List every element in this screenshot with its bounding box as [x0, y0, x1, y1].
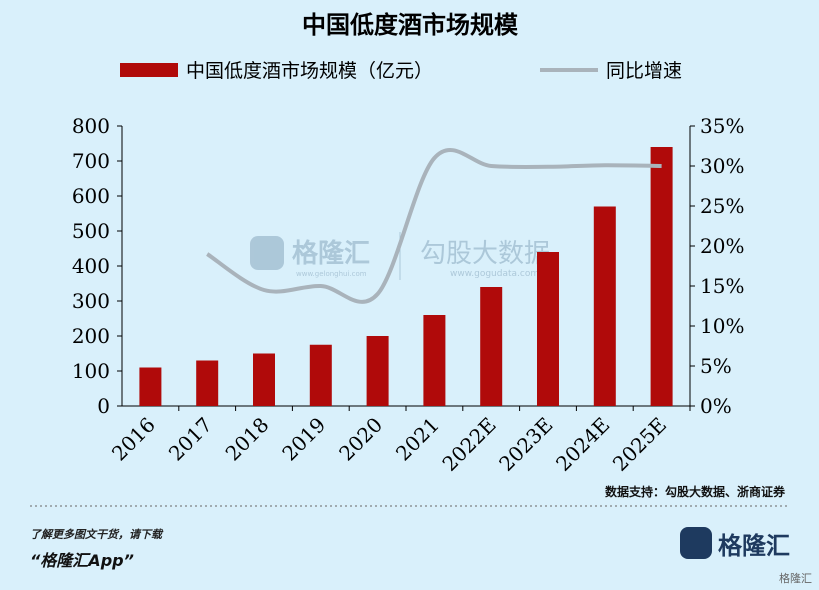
watermark-url: www.gelonghui.com — [296, 270, 367, 278]
bar — [139, 367, 162, 406]
y2-tick-label: 20% — [700, 234, 744, 258]
chart-title: 中国低度酒市场规模 — [302, 11, 519, 39]
y-tick-label: 700 — [72, 149, 110, 173]
bar — [423, 315, 446, 406]
y-tick-label: 800 — [72, 114, 110, 138]
bar — [196, 360, 219, 406]
y-tick-label: 200 — [72, 324, 110, 348]
bar — [537, 252, 559, 406]
legend-swatch — [120, 63, 178, 77]
y2-tick-label: 35% — [700, 114, 744, 138]
y-tick-label: 500 — [72, 219, 110, 243]
y2-tick-label: 5% — [700, 354, 732, 378]
bar — [309, 344, 332, 406]
bar — [650, 147, 673, 406]
y-tick-label: 600 — [72, 184, 110, 208]
bar — [253, 353, 275, 406]
y2-tick-label: 30% — [700, 154, 744, 178]
legend-label: 同比增速 — [606, 60, 682, 82]
watermark-brand: 格隆汇 — [292, 238, 370, 269]
watermark-partner: 勾股大数据 — [420, 239, 550, 269]
logo-icon — [680, 527, 712, 559]
y2-tick-label: 25% — [700, 194, 744, 218]
source: 数据支持：勾股大数据、浙商证券 — [605, 484, 786, 499]
watermark-partner-url: www.gogudata.com — [450, 269, 539, 279]
bar — [480, 287, 503, 406]
y2-tick-label: 0% — [700, 394, 732, 418]
y2-tick-label: 15% — [700, 274, 744, 298]
footer-line2: “格隆汇App” — [30, 551, 134, 570]
logo-text: 格隆汇 — [718, 532, 790, 560]
bar — [593, 206, 616, 406]
corner-mark: 格隆汇 — [779, 571, 812, 585]
y-tick-label: 300 — [72, 289, 110, 313]
y-tick-label: 400 — [72, 254, 110, 278]
line — [206, 148, 662, 304]
y-tick-label: 0 — [97, 394, 110, 418]
bar — [366, 336, 389, 406]
legend-label: 中国低度酒市场规模（亿元） — [186, 60, 433, 82]
y-tick-label: 100 — [72, 359, 110, 383]
watermark-logo — [250, 236, 284, 270]
footer-line1: 了解更多图文干货，请下载 — [30, 528, 164, 541]
y2-tick-label: 10% — [700, 314, 744, 338]
